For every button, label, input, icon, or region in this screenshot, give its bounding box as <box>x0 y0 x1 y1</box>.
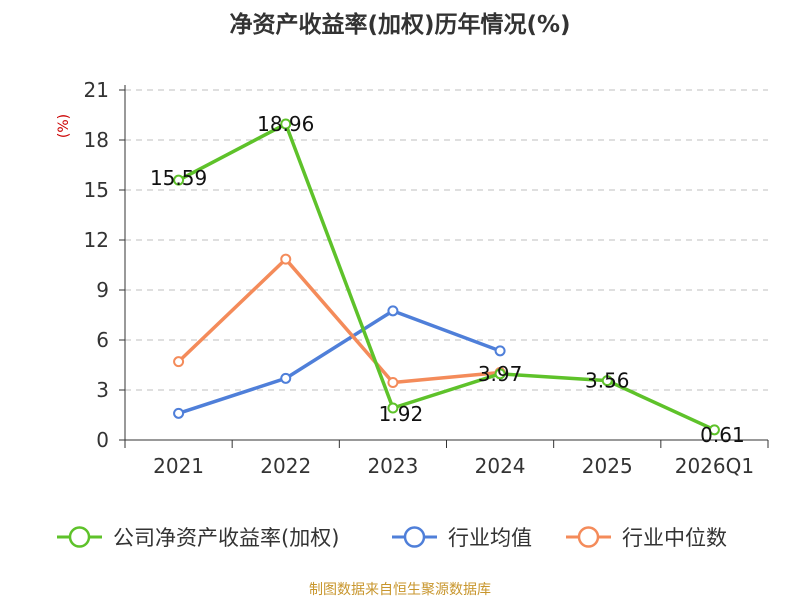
data-point <box>173 356 185 368</box>
axes: 0 3 6 9 12 15 18 21 2021 2022 2023 2024 2025 2026Q1 <box>84 78 769 478</box>
legend-swatch-marker <box>577 526 600 548</box>
series-line <box>177 122 716 432</box>
data-labels: 15.59 18.96 1.92 3.97 3.56 0.61 <box>150 112 745 447</box>
data-label: 18.96 <box>257 112 314 136</box>
x-tick-label: 2026Q1 <box>675 454 754 478</box>
data-point <box>280 118 292 130</box>
y-axis-label: (%) <box>56 114 72 138</box>
x-tick-label: 2025 <box>582 454 633 478</box>
legend-swatch-marker <box>68 526 91 548</box>
series-line <box>178 309 501 415</box>
data-label: 3.97 <box>478 362 523 386</box>
data-label: 3.56 <box>585 369 630 393</box>
x-tick-label: 2023 <box>367 454 418 478</box>
legend-label: 公司净资产收益率(加权) <box>113 526 339 550</box>
series-group <box>173 118 720 436</box>
data-point <box>708 424 720 436</box>
y-tick-label: 12 <box>84 228 109 252</box>
source-note: 制图数据来自恒生聚源数据库 <box>309 582 491 598</box>
x-tick-label: 2021 <box>153 454 204 478</box>
y-tick-label: 18 <box>84 128 109 152</box>
data-label: 0.61 <box>700 423 745 447</box>
y-tick-label: 0 <box>96 428 109 452</box>
y-tick-label: 21 <box>84 78 109 102</box>
legend-label: 行业中位数 <box>622 526 727 550</box>
legend-label: 行业均值 <box>448 526 532 550</box>
data-point <box>173 407 185 419</box>
y-tick-label: 3 <box>96 378 109 402</box>
data-point <box>494 368 506 380</box>
series-line <box>177 257 501 385</box>
legend-swatch-marker <box>403 526 426 548</box>
y-tick-label: 15 <box>84 178 109 202</box>
data-label: 1.92 <box>379 402 424 426</box>
data-point <box>387 305 399 317</box>
data-point <box>173 174 185 186</box>
chart-title: 净资产收益率(加权)历年情况(%) <box>229 11 570 38</box>
x-tick-label: 2024 <box>475 454 526 478</box>
data-point <box>280 372 292 384</box>
data-label: 15.59 <box>150 166 207 190</box>
data-point <box>494 345 506 357</box>
y-tick-label: 9 <box>96 278 109 302</box>
grid-lines <box>125 89 768 391</box>
data-point <box>387 402 399 414</box>
data-point <box>387 377 399 388</box>
data-point <box>280 253 292 265</box>
legend: 公司净资产收益率(加权) 行业均值 行业中位数 <box>57 526 727 550</box>
x-tick-label: 2022 <box>260 454 311 478</box>
y-tick-label: 6 <box>96 328 109 352</box>
data-point <box>601 375 613 387</box>
